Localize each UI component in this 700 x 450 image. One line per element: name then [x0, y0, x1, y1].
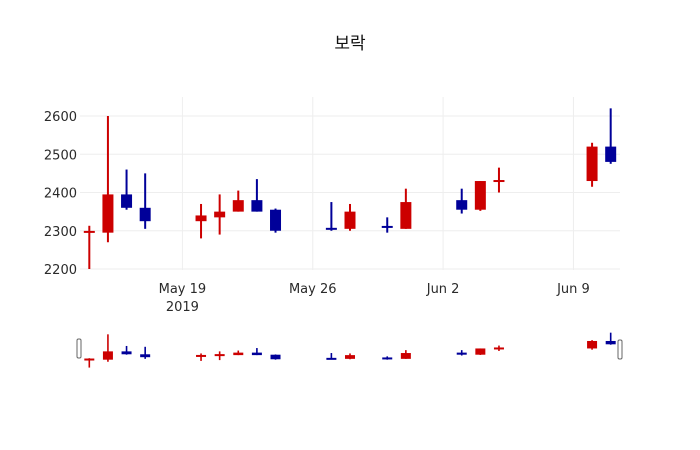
y-axis: 2200 2300 2400 2500 2600: [44, 110, 77, 278]
x-tick-label: Jun 9: [556, 282, 590, 297]
range-slider-left-handle[interactable]: [76, 338, 82, 359]
y-tick-label: 2400: [44, 187, 77, 202]
candle[interactable]: [325, 202, 337, 231]
candle[interactable]: [605, 108, 617, 164]
y-tick-label: 2200: [44, 263, 77, 278]
x-tick-label: Jun 2: [426, 282, 460, 297]
candle-mini[interactable]: [140, 346, 151, 359]
candle[interactable]: [344, 203, 356, 231]
candle[interactable]: [83, 225, 95, 269]
candle-mini[interactable]: [214, 351, 225, 361]
candle-mini[interactable]: [587, 340, 598, 350]
candle-mini[interactable]: [605, 332, 616, 345]
candle[interactable]: [102, 116, 114, 243]
candle-mini[interactable]: [196, 353, 207, 361]
candle[interactable]: [400, 188, 412, 229]
candle-mini[interactable]: [102, 334, 113, 362]
candle-mini[interactable]: [475, 348, 486, 355]
candle[interactable]: [493, 167, 505, 193]
candle[interactable]: [195, 203, 207, 239]
candle-mini[interactable]: [382, 356, 393, 360]
x-axis: May 19 2019 May 26 Jun 2 Jun 9: [159, 282, 590, 315]
candle[interactable]: [270, 208, 282, 233]
x-tick-label: May 19: [159, 282, 207, 297]
y-tick-label: 2300: [44, 225, 77, 240]
candle[interactable]: [232, 190, 244, 212]
range-slider[interactable]: [76, 332, 623, 368]
y-tick-label: 2500: [44, 148, 77, 163]
candle-mini[interactable]: [400, 350, 411, 359]
candle[interactable]: [251, 179, 263, 212]
candle[interactable]: [456, 188, 468, 214]
x-tick-label: May 26: [289, 282, 337, 297]
candle-mini[interactable]: [493, 345, 504, 351]
candle[interactable]: [474, 181, 486, 211]
chart-title: 보락: [334, 34, 366, 54]
candle[interactable]: [121, 169, 133, 210]
candle-mini[interactable]: [456, 350, 467, 356]
candle[interactable]: [139, 173, 151, 229]
y-tick-label: 2600: [44, 110, 77, 125]
gridlines: [80, 97, 620, 270]
candle[interactable]: [381, 217, 393, 233]
candle[interactable]: [214, 194, 226, 235]
candle-mini[interactable]: [121, 345, 132, 355]
candle-mini[interactable]: [251, 348, 262, 356]
range-slider-right-handle[interactable]: [617, 339, 623, 360]
x-tick-year-label: 2019: [166, 300, 199, 315]
candle-mini[interactable]: [345, 353, 355, 360]
candle-mini[interactable]: [233, 350, 244, 356]
candle-mini[interactable]: [270, 354, 281, 360]
candle-mini[interactable]: [326, 353, 337, 360]
candle[interactable]: [586, 142, 598, 187]
main-plot-area[interactable]: [83, 108, 617, 269]
candle-mini[interactable]: [84, 358, 95, 368]
